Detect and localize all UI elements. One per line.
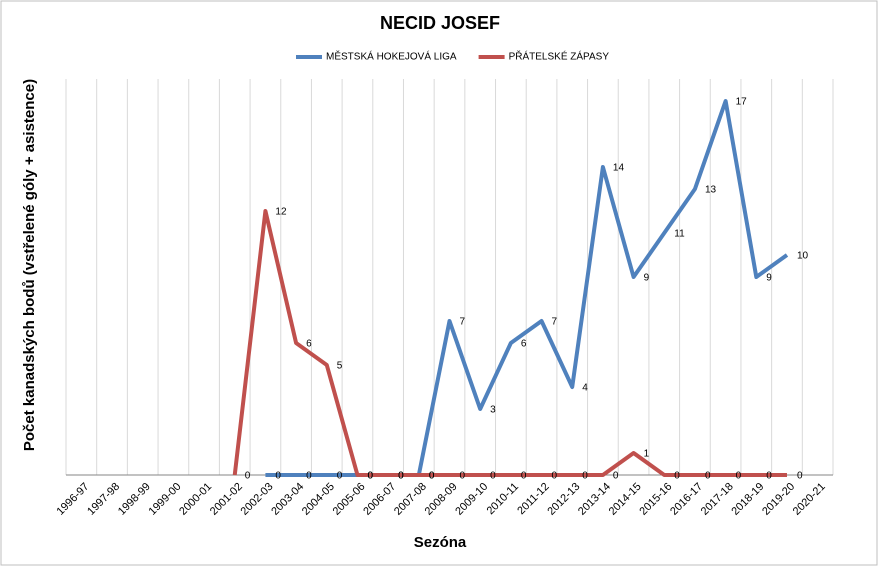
data-label: 1 (644, 449, 650, 460)
data-label: 0 (398, 471, 404, 482)
data-label: 9 (766, 273, 772, 284)
data-label: 0 (736, 471, 742, 482)
data-label: 0 (306, 471, 312, 482)
data-label: 0 (429, 471, 435, 482)
data-label: 0 (705, 471, 711, 482)
data-label: 0 (766, 471, 772, 482)
data-label: 10 (797, 251, 809, 262)
data-label: 0 (429, 471, 435, 482)
series-line (265, 99, 789, 477)
data-label: 0 (367, 471, 373, 482)
data-label: 6 (306, 339, 312, 350)
data-label: 0 (398, 471, 404, 482)
series-line (232, 209, 787, 477)
data-label: 12 (275, 207, 287, 218)
data-label: 5 (337, 361, 343, 372)
y-axis-label: Počet kanadských bodů (vstřelené góly + … (21, 79, 38, 451)
data-label: 7 (460, 317, 466, 328)
data-label: 0 (245, 471, 251, 482)
legend-label: PŘÁTELSKÉ ZÁPASY (509, 50, 610, 63)
chart-title: NECID JOSEF (380, 13, 500, 33)
data-label: 0 (582, 471, 588, 482)
data-label: 9 (644, 273, 650, 284)
data-label: 4 (582, 383, 588, 394)
data-label: 0 (337, 471, 343, 482)
data-label: 0 (674, 471, 680, 482)
legend-label: MĚSTSKÁ HOKEJOVÁ LIGA (326, 50, 457, 63)
x-axis-label: Sezóna (414, 534, 467, 551)
data-label: 6 (521, 339, 527, 350)
data-label: 0 (460, 471, 466, 482)
data-label: 0 (521, 471, 527, 482)
data-label: 3 (490, 405, 496, 416)
data-label: 17 (736, 97, 748, 108)
data-label: 14 (613, 163, 625, 174)
data-label: 0 (552, 471, 558, 482)
data-label: 0 (613, 471, 619, 482)
data-label: 7 (552, 317, 558, 328)
data-label: 11 (674, 229, 685, 240)
data-label: 0 (797, 471, 803, 482)
data-label: 13 (705, 185, 717, 196)
data-label: 0 (490, 471, 496, 482)
data-label: 0 (367, 471, 373, 482)
data-label: 0 (275, 471, 281, 482)
